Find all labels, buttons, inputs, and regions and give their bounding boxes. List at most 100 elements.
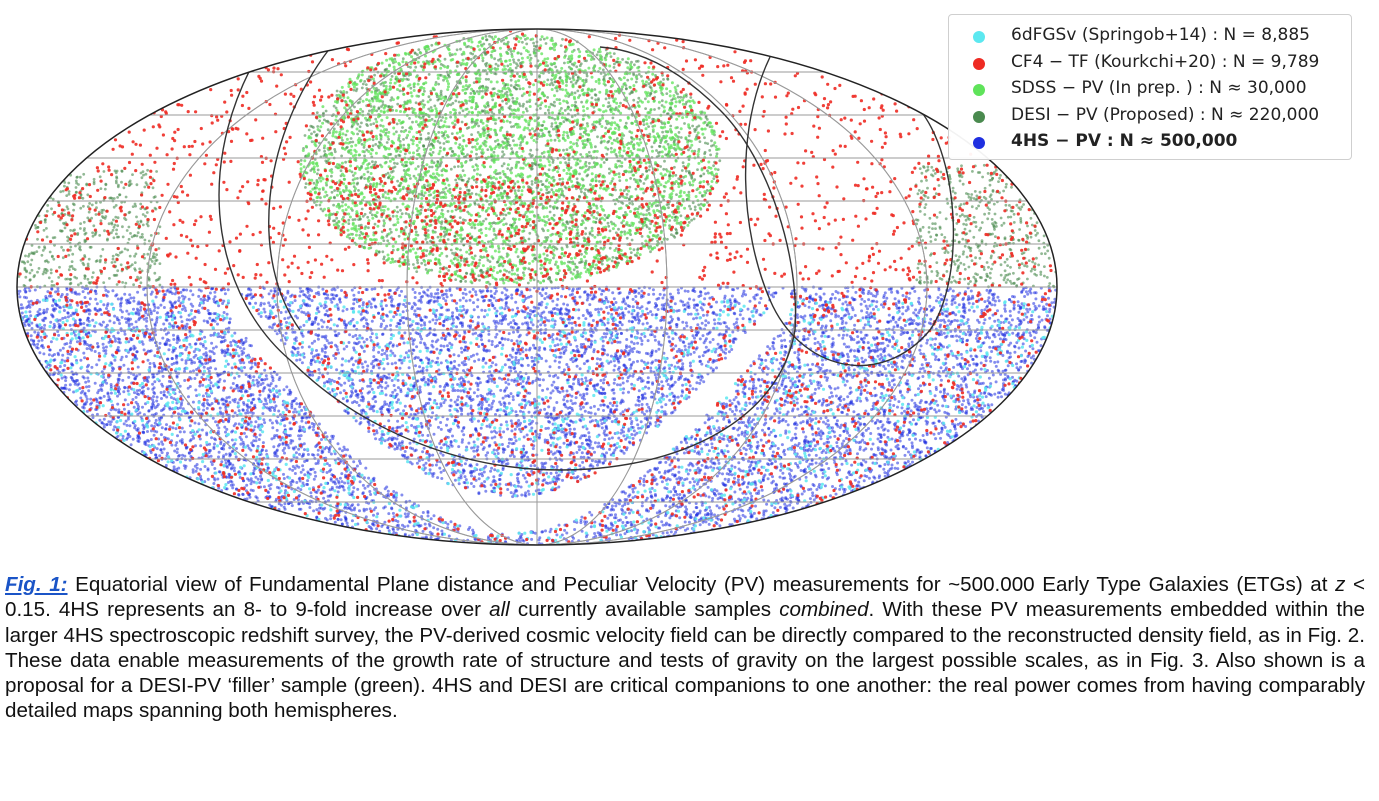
data-point — [333, 520, 337, 524]
data-point — [593, 532, 597, 535]
data-point — [490, 430, 494, 434]
data-point — [323, 431, 327, 435]
data-point — [429, 292, 433, 296]
data-point — [524, 451, 528, 455]
data-point — [476, 305, 480, 309]
data-point — [855, 399, 859, 403]
data-point — [887, 363, 891, 367]
data-point — [445, 344, 449, 348]
data-point — [614, 301, 618, 304]
data-point — [1012, 303, 1016, 307]
data-point — [919, 344, 923, 348]
data-point — [290, 404, 294, 408]
data-point — [38, 312, 42, 316]
data-point — [424, 380, 428, 384]
data-point — [352, 302, 356, 306]
data-point — [173, 449, 177, 453]
data-point — [966, 330, 970, 334]
data-point — [486, 374, 490, 378]
data-point — [675, 493, 679, 496]
data-point — [710, 416, 714, 420]
data-point — [349, 357, 353, 361]
data-point — [412, 301, 416, 305]
data-point — [355, 464, 359, 468]
data-point — [844, 300, 848, 304]
data-point — [442, 297, 446, 300]
data-point — [330, 288, 334, 292]
data-point — [892, 383, 896, 387]
data-point — [180, 426, 184, 430]
data-point — [49, 294, 53, 298]
data-point — [591, 446, 595, 450]
data-point — [84, 402, 88, 406]
data-point — [503, 363, 507, 367]
data-point — [161, 408, 165, 412]
data-point — [726, 450, 730, 454]
data-point — [298, 437, 302, 441]
data-point — [29, 334, 33, 338]
data-point — [769, 430, 773, 434]
data-point — [588, 464, 592, 468]
data-point — [663, 410, 667, 414]
data-point — [811, 362, 815, 366]
data-point — [85, 409, 89, 413]
data-point — [116, 394, 119, 398]
data-point — [370, 387, 374, 391]
data-point — [807, 453, 811, 457]
data-point — [866, 341, 870, 345]
data-point — [859, 399, 863, 403]
data-point — [687, 345, 691, 349]
data-point — [673, 302, 677, 306]
data-point — [229, 344, 233, 347]
data-point — [160, 382, 164, 386]
data-point — [126, 433, 130, 437]
data-point — [730, 473, 734, 477]
data-point — [883, 463, 887, 466]
data-point — [778, 475, 782, 479]
data-point — [271, 306, 275, 310]
data-point — [390, 362, 394, 366]
data-point — [231, 382, 235, 385]
data-point — [183, 369, 186, 373]
data-point — [610, 341, 614, 345]
data-point — [445, 295, 449, 299]
data-point — [848, 386, 852, 390]
data-point — [93, 324, 96, 328]
data-point — [198, 384, 202, 388]
data-point — [571, 360, 575, 364]
data-point — [778, 505, 782, 509]
data-point — [807, 305, 811, 309]
data-point — [358, 304, 361, 308]
data-point — [1028, 307, 1032, 311]
data-point — [459, 346, 463, 350]
data-point — [770, 461, 774, 465]
data-point — [445, 289, 448, 293]
data-point — [906, 433, 910, 437]
data-point — [295, 402, 299, 406]
data-point — [245, 483, 249, 487]
data-point — [641, 322, 645, 326]
data-point — [971, 302, 975, 306]
data-point — [209, 381, 213, 385]
data-point — [242, 347, 246, 351]
data-point — [754, 293, 758, 297]
data-point — [797, 455, 801, 459]
data-point — [822, 442, 826, 446]
data-point — [1037, 304, 1041, 308]
data-point — [372, 513, 375, 517]
data-point — [369, 404, 373, 408]
data-point — [508, 454, 512, 458]
data-point — [929, 447, 933, 450]
data-point — [378, 407, 382, 411]
data-point — [555, 337, 559, 341]
data-point — [812, 498, 816, 502]
data-point — [938, 374, 942, 378]
data-point — [490, 402, 494, 405]
data-point — [657, 470, 661, 474]
data-point — [125, 320, 128, 324]
data-point — [414, 322, 418, 325]
data-point — [418, 388, 422, 392]
data-point — [538, 378, 542, 382]
data-point — [835, 444, 839, 448]
data-point — [398, 366, 402, 370]
